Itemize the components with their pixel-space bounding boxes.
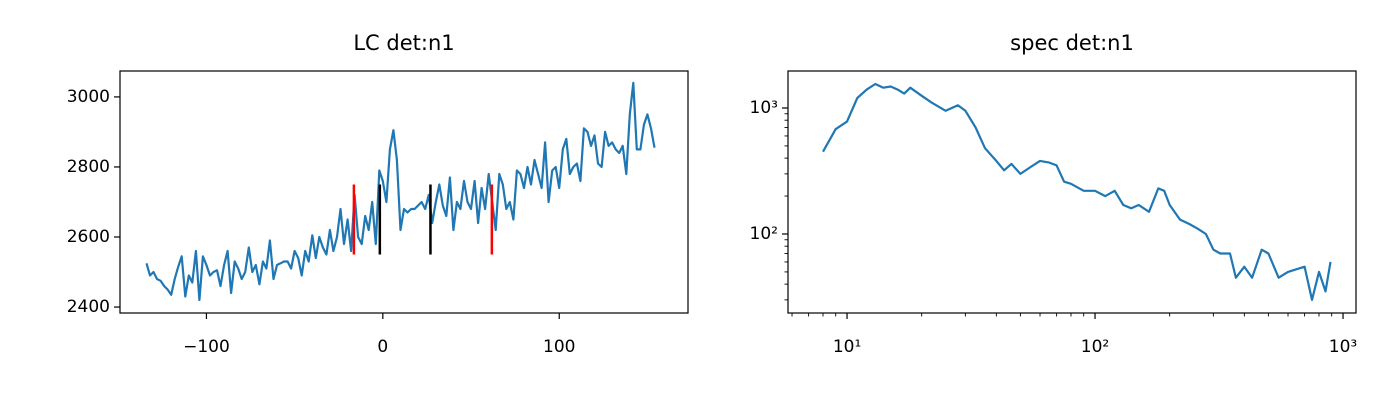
y-tick-label: 10³: [750, 98, 778, 118]
series-line: [822, 82, 1332, 301]
x-tick-label: 10³: [1329, 337, 1357, 357]
y-tick-label: 2400: [67, 297, 110, 317]
y-tick-label: 2600: [67, 227, 110, 247]
x-tick-label: 10¹: [833, 337, 861, 357]
chart-title: LC det:n1: [353, 31, 454, 55]
y-tick-label: 3000: [67, 87, 110, 107]
chart-title: spec det:n1: [1010, 31, 1134, 55]
x-tick-label: 100: [543, 337, 575, 357]
panel: LC det:n1 −100 0 100 2400 2600 2800 3000: [67, 31, 689, 357]
y-tick-label: 10²: [750, 224, 778, 244]
plot-frame: [119, 70, 689, 314]
y-tick-label: 2800: [67, 157, 110, 177]
x-tick-label: 10²: [1081, 337, 1109, 357]
x-tick-label: 0: [377, 337, 388, 357]
plot-frame: [787, 70, 1357, 314]
panel: spec det:n1 10¹ 10² 10³ 10² 10³: [750, 31, 1358, 357]
series-line: [145, 81, 656, 302]
x-tick-label: −100: [183, 337, 230, 357]
